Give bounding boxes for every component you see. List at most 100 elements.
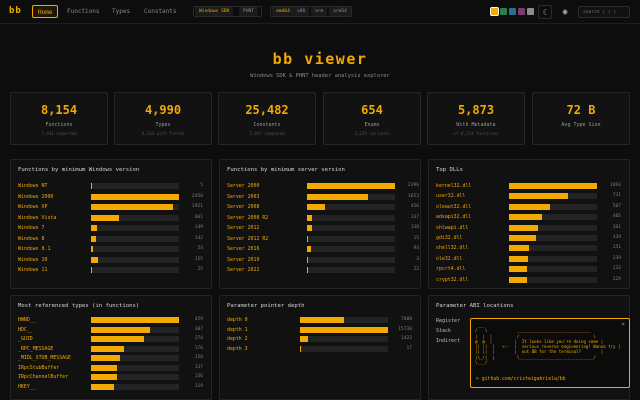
bar-track (307, 246, 395, 252)
bar-fill (91, 204, 173, 210)
bar-row[interactable]: shlwapi.dll 361 (436, 224, 624, 232)
bar-row[interactable]: _MIDL_STUB_MESSAGE 150 (18, 354, 206, 362)
bar-track (300, 317, 388, 323)
bar-row[interactable]: IRpcChannelBuffer 136 (18, 373, 206, 381)
bar-track (300, 336, 388, 342)
bar-row[interactable]: Windows Vista 661 (18, 214, 206, 222)
bar-value: 5 (200, 183, 203, 188)
bar-track (91, 267, 179, 273)
bar-row[interactable]: Server 2012 R2 15 (227, 235, 419, 243)
bar-value: 150 (194, 355, 203, 360)
bar-value: 1093 (609, 183, 621, 188)
bar-row[interactable]: Windows 11 25 (18, 266, 206, 274)
arch-x86-chip[interactable]: x86 (293, 7, 310, 16)
sdk-windows-chip[interactable]: Windows SDK (195, 7, 234, 16)
bar-row[interactable]: Server 2003 1653 (227, 193, 419, 201)
arch-arm-chip[interactable]: arm (311, 7, 328, 16)
bar-row[interactable]: Server 2022 22 (227, 266, 419, 274)
bar-row[interactable]: Server 2008 R2 137 (227, 214, 419, 222)
bar-row[interactable]: advapi32.dll 405 (436, 213, 624, 221)
bar-row[interactable]: crypt32.dll 229 (436, 276, 624, 284)
stat-label: Enums (364, 122, 380, 128)
stat-card-types[interactable]: 4,990 Types 8,333 with fields (114, 92, 212, 145)
bar-row[interactable]: ole32.dll 239 (436, 255, 624, 263)
sdk-phnt-chip[interactable]: PHNT (239, 7, 259, 16)
theme-swatch-gray[interactable] (527, 8, 534, 15)
close-icon[interactable]: × (621, 321, 625, 328)
bar-row[interactable]: rpcrt4.dll 232 (436, 265, 624, 273)
bar-row[interactable]: HWND__ 459 (18, 316, 206, 324)
stat-card-enums[interactable]: 654 Enums 3,229 variants (323, 92, 421, 145)
bar-row[interactable]: depth 2 1422 (227, 335, 415, 343)
bar-row[interactable]: HDC__ 307 (18, 326, 206, 334)
bar-value: 405 (612, 214, 621, 220)
bar-fill (509, 245, 530, 252)
arch-amd64-chip[interactable]: amd64 (272, 7, 294, 16)
bar-track (91, 317, 179, 323)
bar-label: Windows NT (18, 183, 48, 189)
nav-constants[interactable]: Constants (144, 8, 177, 15)
bar-row[interactable]: Windows 7 149 (18, 224, 206, 232)
bar-row[interactable]: Server 2008 456 (227, 203, 419, 211)
bar-row[interactable]: Windows 2000 2450 (18, 193, 206, 201)
bar-row[interactable]: Windows 8.1 54 (18, 245, 206, 253)
github-link[interactable]: > github.com/cristeigabriela/bb (476, 377, 566, 382)
nav-types[interactable]: Types (112, 8, 131, 15)
bar-row[interactable]: user32.dll 731 (436, 192, 624, 200)
theme-swatch-amber[interactable] (490, 7, 499, 16)
bar-value: 459 (194, 317, 203, 322)
stat-card-functions[interactable]: 8,154 Functions 7,441 exported (10, 92, 108, 145)
bar-row[interactable]: gdi32.dll 339 (436, 234, 624, 242)
bar-row[interactable]: Server 2012 138 (227, 224, 419, 232)
nav-home[interactable]: Home (32, 5, 59, 18)
logo[interactable]: bb (9, 6, 22, 16)
bar-row[interactable]: kernel32.dll 1093 (436, 182, 624, 190)
bar-row[interactable]: _GUID 274 (18, 335, 206, 343)
bar-row[interactable]: Windows 8 142 (18, 235, 206, 243)
stat-card-constants[interactable]: 25,482 Constants 2,847 composed (218, 92, 316, 145)
abi-register: Register (436, 318, 461, 324)
bar-row[interactable]: Windows 10 155 (18, 256, 206, 264)
bar-row[interactable]: Windows NT 5 (18, 182, 206, 190)
arch-arm64-chip[interactable]: arm64 (329, 7, 351, 16)
search-input[interactable] (578, 6, 630, 18)
bar-label: advapi32.dll (436, 214, 472, 221)
bar-value: 239 (612, 255, 621, 261)
panel-referenced-types: Most referenced types (in functions) HWN… (10, 295, 212, 400)
moon-icon[interactable]: ☾ (538, 5, 552, 19)
bar-fill (509, 235, 537, 241)
theme-swatch-plum[interactable] (518, 8, 525, 15)
bar-track (509, 266, 597, 273)
bar-row[interactable]: HKEY__ 119 (18, 383, 206, 391)
panel-title: Parameter pointer depth (227, 303, 305, 309)
bar-label: _RPC_MESSAGE (18, 345, 54, 352)
bar-value: 1422 (400, 336, 412, 341)
bar-track (91, 193, 179, 200)
bar-row[interactable]: shell32.dll 251 (436, 244, 624, 252)
theme-swatch-teal[interactable] (509, 8, 516, 15)
bar-row[interactable]: depth 1 15738 (227, 326, 415, 334)
bar-row[interactable]: oleaut32.dll 507 (436, 203, 624, 211)
nav-functions[interactable]: Functions (67, 8, 100, 15)
stat-sub: of 8,154 functions (453, 131, 499, 136)
bar-row[interactable]: IRpcStubBuffer 137 (18, 364, 206, 372)
bar-row[interactable]: depth 3 17 (227, 345, 415, 353)
bar-label: Server 2008 (227, 204, 260, 210)
stat-card-avg-size[interactable]: 72 B Avg Type Size (532, 92, 630, 145)
stat-value: 8,154 (40, 103, 78, 117)
stat-sub: 3,229 variants (354, 131, 390, 136)
bar-fill (307, 235, 308, 242)
bar-label: Windows 11 (18, 267, 48, 273)
theme-swatch-green[interactable] (500, 8, 507, 15)
bar-row[interactable]: Server 2016 94 (227, 245, 419, 253)
bar-row[interactable]: depth 0 7888 (227, 316, 415, 324)
github-icon[interactable]: ◉ (562, 7, 568, 16)
bar-row[interactable]: Server 2019 3 (227, 256, 419, 264)
bar-row[interactable]: _RPC_MESSAGE 176 (18, 345, 206, 353)
bar-label: Server 2000 (227, 183, 260, 189)
bar-track (91, 336, 179, 342)
stat-card-metadata[interactable]: 5,873 With Metadata of 8,154 functions (427, 92, 525, 145)
bar-label: Windows 8 (18, 235, 45, 242)
bar-row[interactable]: Server 2000 2396 (227, 182, 419, 190)
bar-row[interactable]: Windows XP 1921 (18, 203, 206, 211)
